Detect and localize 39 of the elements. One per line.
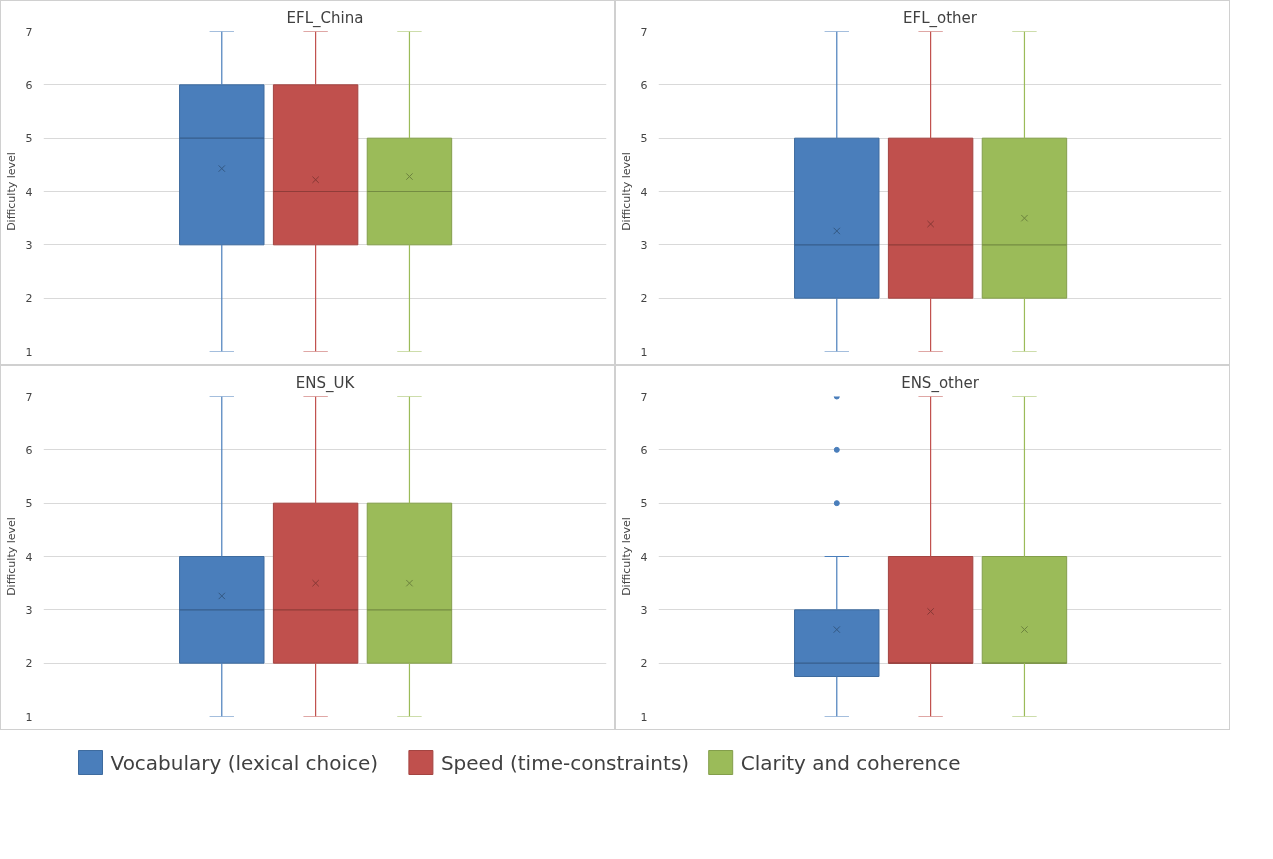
y-tick-label: 4: [640, 185, 648, 199]
y-tick-label: 7: [25, 390, 33, 404]
y-tick-label: 5: [640, 132, 648, 146]
y-axis-title: Difficulty level: [619, 517, 633, 596]
chart-title: ENS_UK: [295, 373, 356, 393]
y-tick-label: 4: [25, 185, 33, 199]
y-tick-label: 4: [640, 550, 648, 564]
y-tick-label: 3: [25, 603, 33, 617]
y-tick-label: 6: [25, 78, 33, 92]
y-axis-title: Difficulty level: [619, 152, 633, 231]
y-tick-label: 3: [640, 603, 648, 617]
y-tick-label: 2: [25, 657, 33, 671]
y-tick-label: 7: [25, 25, 33, 39]
y-tick-label: 3: [640, 238, 648, 252]
y-tick-label: 5: [25, 132, 33, 146]
y-tick-label: 1: [640, 345, 648, 359]
legend-label: Clarity and coherence: [740, 750, 961, 775]
y-tick-label: 1: [640, 710, 648, 724]
y-tick-label: 5: [640, 497, 648, 511]
chart-title: ENS_other: [901, 373, 980, 393]
y-tick-label: 2: [25, 292, 33, 306]
y-tick-label: 1: [25, 710, 33, 724]
legend-label: Vocabulary (lexical choice): [110, 750, 379, 775]
y-axis-title: Difficulty level: [4, 152, 18, 231]
y-tick-label: 7: [640, 390, 648, 404]
chart-title: EFL_China: [286, 8, 364, 28]
y-tick-label: 2: [640, 657, 648, 671]
y-tick-label: 6: [25, 443, 33, 457]
y-tick-label: 6: [640, 78, 648, 92]
y-tick-label: 5: [25, 497, 33, 511]
y-tick-label: 6: [640, 443, 648, 457]
y-tick-label: 1: [25, 345, 33, 359]
y-tick-label: 4: [25, 550, 33, 564]
chart-title: EFL_other: [903, 8, 978, 28]
y-axis-title: Difficulty level: [4, 517, 18, 596]
y-tick-label: 7: [640, 25, 648, 39]
y-tick-label: 3: [25, 238, 33, 252]
legend-label: Speed (time-constraints): [440, 750, 690, 775]
y-tick-label: 2: [640, 292, 648, 306]
